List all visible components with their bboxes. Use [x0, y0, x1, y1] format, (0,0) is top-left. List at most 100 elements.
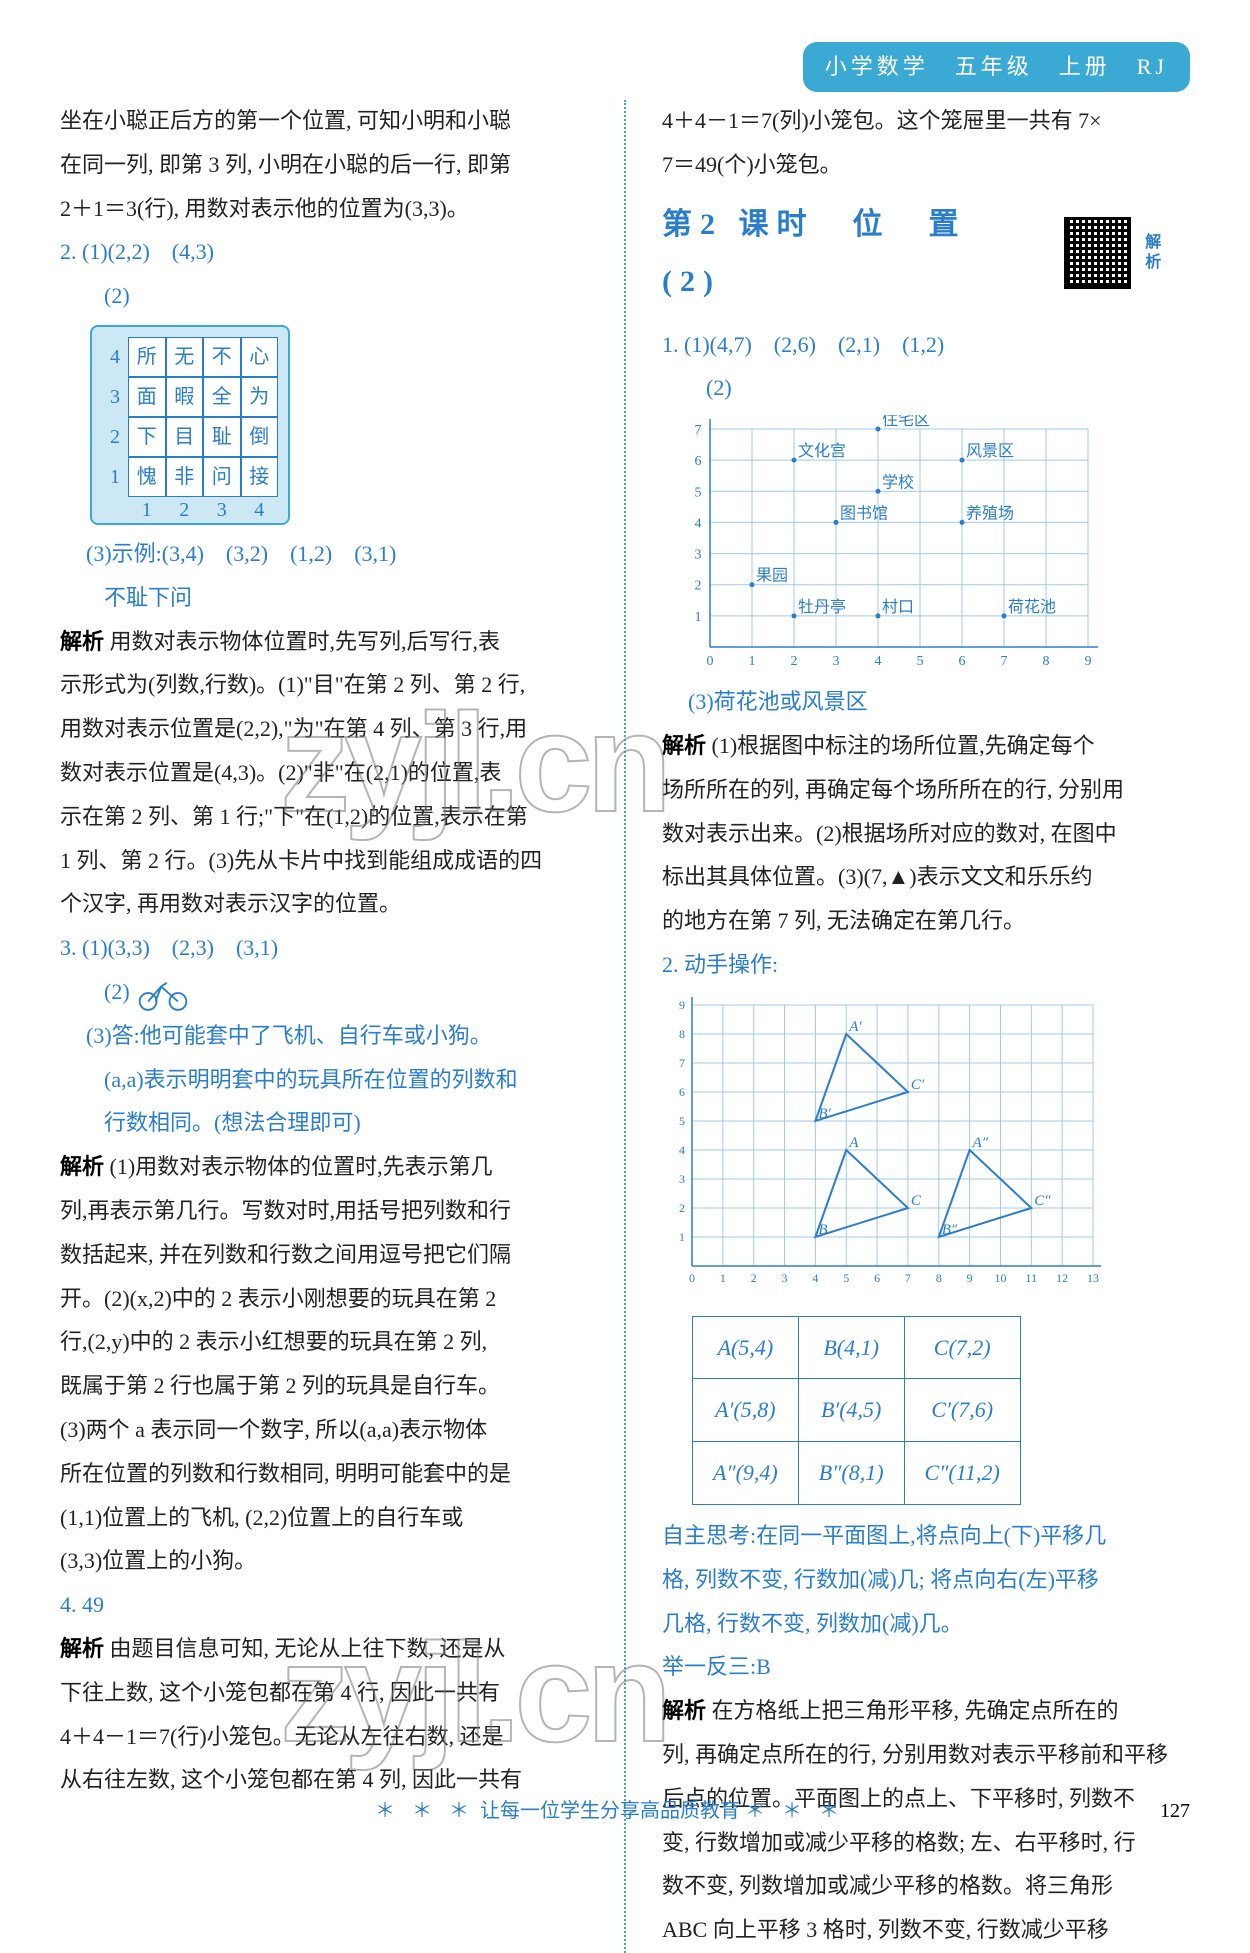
svg-text:3: 3: [833, 654, 840, 669]
svg-text:9: 9: [1085, 654, 1092, 669]
svg-text:C′: C′: [911, 1077, 925, 1093]
svg-text:4: 4: [875, 654, 882, 669]
svg-text:4: 4: [695, 517, 702, 532]
r-q2-jiexi: 解析 在方格纸上把三角形平移, 先确定点所在的: [662, 1690, 1190, 1732]
svg-text:5: 5: [843, 1271, 849, 1285]
svg-text:7: 7: [1001, 654, 1008, 669]
q3-sub2-label: (2): [104, 979, 130, 1004]
jiexi-line: 列,再表示第几行。写数对时,用括号把列数和行: [60, 1190, 588, 1232]
jiexi-line: 由题目信息可知, 无论从上往下数, 还是从: [110, 1636, 506, 1661]
r-q1-jiexi: 解析 (1)根据图中标注的场所位置,先确定每个: [662, 725, 1190, 767]
svg-text:2: 2: [791, 654, 798, 669]
content-columns: 坐在小聪正后方的第一个位置, 可知小明和小聪 在同一列, 即第 3 列, 小明在…: [60, 100, 1190, 1953]
stars-right: ＊ ＊ ＊: [745, 1800, 845, 1822]
svg-text:2: 2: [751, 1271, 757, 1285]
svg-text:4: 4: [812, 1271, 818, 1285]
svg-text:文化宫: 文化宫: [798, 442, 846, 460]
svg-text:5: 5: [679, 1114, 685, 1128]
jiexi-line: 数括起来, 并在列数和行数之间用逗号把它们隔: [60, 1234, 588, 1276]
q-num: 3.: [60, 935, 77, 960]
intro-line: 2＋1＝3(行), 用数对表示他的位置为(3,3)。: [60, 188, 588, 230]
q3-ans1: (1)(3,3) (2,3) (3,1): [82, 935, 278, 960]
think-line: 几格, 行数不变, 列数加(减)几。: [662, 1603, 1190, 1645]
q3-line1: 3. (1)(3,3) (2,3) (3,1): [60, 927, 588, 969]
svg-text:C″: C″: [1034, 1193, 1051, 1209]
svg-text:4: 4: [679, 1143, 685, 1157]
svg-text:6: 6: [959, 654, 966, 669]
idiom-grid: 4所无不心3面暇全为2下目耻倒1愧非问接1234: [90, 325, 290, 525]
svg-text:2: 2: [679, 1201, 685, 1215]
q4-jiexi: 解析 由题目信息可知, 无论从上往下数, 还是从: [60, 1628, 588, 1670]
jiexi-line: (1)根据图中标注的场所位置,先确定每个: [712, 733, 1095, 758]
jiexi-line: 所在位置的列数和行数相同, 明明可能套中的是: [60, 1453, 588, 1495]
jiexi-line: 示形式为(列数,行数)。(1)"目"在第 2 列、第 2 行,: [60, 664, 588, 706]
jiexi-line: ABC 向上平移 3 格时, 列数不变, 行数减少平移: [662, 1909, 1190, 1951]
cont-line: 7＝49(个)小笼包。: [662, 144, 1190, 186]
jiexi-line: 用数对表示物体位置时,先写列,后写行,表: [110, 629, 501, 654]
svg-text:B′: B′: [818, 1106, 831, 1122]
header-tab: 小学数学 五年级 上册 RJ: [803, 42, 1190, 92]
jiexi-line: 数对表示位置是(4,3)。(2)"非"在(2,1)的位置,表: [60, 752, 588, 794]
footer: ＊ ＊ ＊ 让每一位学生分享高品质教育 ＊ ＊ ＊ 127: [60, 1792, 1190, 1830]
q-num: 1.: [662, 332, 679, 357]
svg-text:A: A: [848, 1135, 859, 1151]
svg-text:6: 6: [695, 454, 702, 469]
jiexi-line: 示在第 2 列、第 1 行;"下"在(1,2)的位置,表示在第: [60, 796, 588, 838]
svg-text:7: 7: [695, 423, 702, 438]
svg-text:6: 6: [679, 1085, 685, 1099]
q3-3c: 行数相同。(想法合理即可): [60, 1102, 588, 1144]
svg-text:养殖场: 养殖场: [966, 505, 1014, 523]
r-q2-label: 动手操作:: [684, 952, 778, 977]
r-q1-sub2: (2): [706, 375, 732, 400]
q3-3b: (a,a)表示明明套中的玩具所在位置的列数和: [60, 1059, 588, 1101]
jiexi-line: 4＋4－1＝7(行)小笼包。无论从左往右数, 还是: [60, 1716, 588, 1758]
think-line: 格, 列数不变, 行数加(减)几; 将点向右(左)平移: [662, 1559, 1190, 1601]
svg-text:7: 7: [679, 1056, 685, 1070]
q2-3a: (3)示例:(3,4) (3,2) (1,2) (3,1): [60, 533, 588, 575]
r-q1-l2-label: (2): [662, 367, 1190, 409]
svg-text:2: 2: [695, 579, 702, 594]
jiexi-line: 既属于第 2 行也属于第 2 列的玩具是自行车。: [60, 1365, 588, 1407]
jiexi-line: 数对表示出来。(2)根据场所对应的数对, 在图中: [662, 813, 1190, 855]
page-number: 127: [1160, 1792, 1190, 1830]
q2-sub2-label: (2): [60, 275, 588, 317]
q-num: 4.: [60, 1592, 77, 1617]
svg-text:8: 8: [679, 1027, 685, 1041]
lesson-title-text: 第2 课时 位 置 (2): [662, 196, 1036, 310]
jiexi-line: 在方格纸上把三角形平移, 先确定点所在的: [712, 1698, 1119, 1723]
q3-sub2: (2): [60, 971, 588, 1013]
q3-jiexi: 解析 (1)用数对表示物体的位置时,先表示第几: [60, 1146, 588, 1188]
svg-text:1: 1: [695, 610, 702, 625]
svg-text:住宅区: 住宅区: [882, 415, 930, 429]
svg-text:C: C: [911, 1193, 922, 1209]
svg-text:A″: A″: [972, 1135, 989, 1151]
r-q1-ans: (1)(4,7) (2,6) (2,1) (1,2): [684, 332, 944, 357]
jiexi-line: (3)两个 a 表示同一个数字, 所以(a,a)表示物体: [60, 1409, 588, 1451]
svg-text:A′: A′: [848, 1019, 862, 1035]
svg-text:3: 3: [782, 1271, 788, 1285]
svg-text:1: 1: [720, 1271, 726, 1285]
svg-text:1: 1: [749, 654, 756, 669]
svg-text:12: 12: [1056, 1271, 1068, 1285]
svg-text:0: 0: [689, 1271, 695, 1285]
svg-text:荷花池: 荷花池: [1008, 598, 1056, 616]
r-q1-l1: 1. (1)(4,7) (2,6) (2,1) (1,2): [662, 324, 1190, 366]
svg-text:3: 3: [679, 1172, 685, 1186]
r-q1-l3: (3)荷花池或风景区: [662, 681, 1190, 723]
svg-text:图书馆: 图书馆: [840, 505, 888, 523]
svg-text:牡丹亭: 牡丹亭: [798, 598, 846, 616]
q2-ans1: (1)(2,2) (4,3): [82, 239, 214, 264]
jiexi-line: 列, 再确定点所在的行, 分别用数对表示平移前和平移: [662, 1734, 1190, 1776]
svg-text:11: 11: [1026, 1271, 1038, 1285]
column-divider: [624, 100, 626, 1953]
jiexi-line: 场所所在的列, 再确定每个场所所在的行, 分别用: [662, 769, 1190, 811]
r-q2: 2. 动手操作:: [662, 944, 1190, 986]
jiexi-line: 下往上数, 这个小笼包都在第 4 行, 因此一共有: [60, 1672, 588, 1714]
triangle-chart: 012345678910111213123456789ABCA′B′C′A″B″…: [666, 992, 1190, 1306]
svg-text:风景区: 风景区: [966, 443, 1014, 460]
svg-text:0: 0: [707, 654, 714, 669]
jiexi-line: 用数对表示位置是(2,2),"为"在第 4 列、第 3 行,用: [60, 708, 588, 750]
intro-line: 在同一列, 即第 3 列, 小明在小聪的后一行, 即第: [60, 144, 588, 186]
q3-3a: (3)答:他可能套中了飞机、自行车或小狗。: [60, 1015, 588, 1057]
jiexi-label: 解析: [60, 1636, 104, 1661]
